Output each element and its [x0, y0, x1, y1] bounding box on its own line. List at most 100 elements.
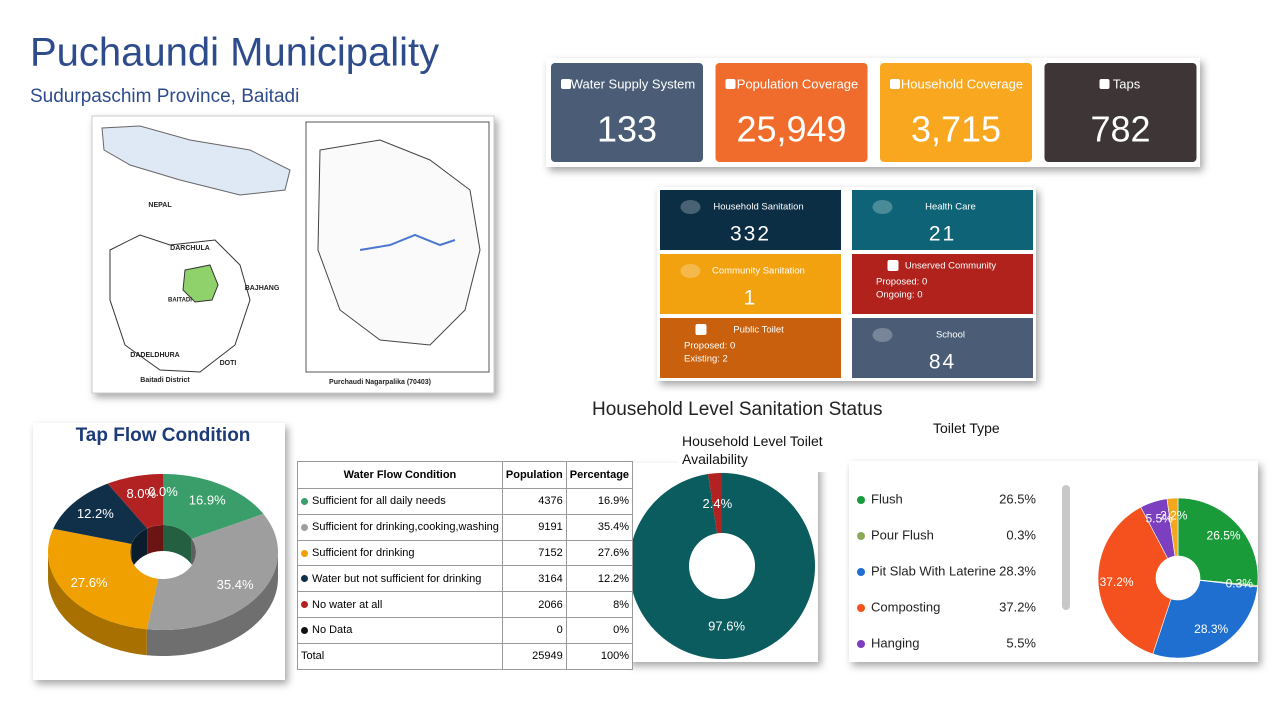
table-cell: 3164 — [501, 565, 567, 593]
scrollbar — [1062, 485, 1070, 610]
sanitation-label: Household Sanitation — [713, 202, 803, 213]
table-cell: Sufficient for all daily needs — [297, 488, 503, 515]
toilet-type-title: Toilet Type — [930, 418, 1003, 438]
pie-value-label: 5.5% — [1145, 512, 1173, 526]
table-header-cell: Percentage — [565, 461, 634, 489]
kpi-value: 133 — [597, 109, 657, 150]
table-cell-text: 27.6% — [597, 546, 630, 559]
table-cell-text: No water at all — [312, 598, 383, 611]
legend-label: Flush — [871, 491, 903, 506]
pie-value-label: 28.3% — [1194, 622, 1228, 636]
table-cell-text: Sufficient for drinking,cooking,washing — [312, 521, 499, 534]
pie-value-label: 16.9% — [189, 492, 226, 507]
table-bullet — [301, 549, 308, 557]
pie-value-label: 0.0% — [148, 484, 178, 499]
tap-title: Tap Flow Condition — [76, 425, 251, 446]
section-title: Household Level Sanitation Status — [592, 399, 882, 420]
sanitation-value: 332 — [730, 223, 771, 246]
kpi-card — [1044, 63, 1197, 162]
table-cell: 16.9% — [565, 488, 634, 515]
table-cell: 9191 — [501, 513, 567, 541]
table-header-cell: Water Flow Condition — [297, 461, 503, 489]
pie-value-label: 2.4% — [703, 496, 733, 511]
sanitation-icon — [887, 260, 899, 271]
sanitation-card — [852, 190, 1033, 250]
pie-value-label: 37.2% — [1100, 575, 1134, 589]
municipality-map — [317, 139, 481, 346]
pie-inner-wall — [163, 525, 192, 565]
pie-inner-wall — [131, 528, 148, 570]
table-row: Water but not sufficient for drinking 316… — [297, 565, 634, 593]
table-cell: Total — [297, 642, 503, 670]
kpi-value: 25,949 — [736, 109, 846, 150]
river — [359, 233, 456, 251]
sanitation-value: 21 — [929, 223, 956, 246]
legend-label: Pour Flush — [871, 527, 934, 542]
sanitation-icon — [680, 200, 701, 214]
map-label: BAITADI — [168, 298, 192, 304]
sanitation-line: Existing: 2 — [684, 354, 728, 365]
table-cell: 2066 — [501, 591, 567, 618]
flow-table: Water Flow Condition Population Percentage… — [297, 461, 634, 670]
kpi-card — [880, 63, 1032, 162]
sanitation-icon — [680, 264, 701, 278]
table-cell: 0% — [565, 616, 634, 644]
table-cell-text: Total — [301, 650, 325, 663]
table-cell-text: 0% — [613, 624, 630, 637]
table-header-cell: Population — [501, 461, 567, 489]
pie-slice — [629, 473, 815, 659]
table-cell: 0 — [501, 616, 567, 644]
legend-value: 0.3% — [1006, 527, 1036, 542]
legend-label: Hanging — [871, 635, 919, 650]
table-cell-text: 8% — [613, 598, 630, 611]
table-cell-text: 0 — [556, 624, 563, 637]
pie-slice — [53, 483, 148, 544]
pie-slice — [708, 473, 722, 534]
table-cell-text: Sufficient for drinking — [312, 546, 415, 559]
pie-value-label: 0.3% — [1226, 577, 1254, 591]
sanitation-card — [852, 318, 1033, 378]
sanitation-icon — [695, 324, 707, 335]
table-cell-text: No Data — [312, 624, 353, 637]
table-bullet — [301, 601, 308, 609]
sanitation-line: Ongoing: 0 — [876, 290, 922, 301]
map-label: DADELDHURA — [130, 352, 179, 359]
kpi-label: Water Supply System — [571, 76, 696, 91]
sanitation-card — [660, 318, 841, 378]
sanitation-line: Proposed: 0 — [876, 277, 927, 288]
pie-value-label: 35.4% — [217, 577, 254, 592]
table-bullet — [301, 523, 308, 531]
table-cell: Water but not sufficient for drinking — [297, 565, 503, 593]
sanitation-value: 84 — [929, 351, 956, 374]
sanitation-card — [852, 254, 1033, 314]
table-cell-text: 4376 — [538, 495, 563, 508]
map-label: Purchaudi Nagarpalika (70403) — [329, 379, 431, 386]
kpi-label: Population Coverage — [737, 76, 858, 91]
legend-dot — [857, 604, 865, 612]
sanitation-icon — [872, 200, 893, 214]
table-cell: 100% — [565, 642, 634, 670]
legend-label: Pit Slab With Laterine — [871, 563, 996, 578]
table-cell-text: 16.9% — [597, 495, 630, 508]
legend-value: 28.3% — [999, 563, 1036, 578]
table-cell-text: 25949 — [532, 650, 563, 663]
page-subtitle: Sudurpaschim Province, Baitadi — [30, 86, 299, 107]
pie-value-label: 2.2% — [1160, 509, 1188, 523]
map-label: BAJHANG — [245, 285, 280, 292]
sanitation-card — [660, 190, 841, 250]
sanitation-line: Proposed: 0 — [684, 341, 735, 352]
availability-title: Household Level Toilet Availability — [678, 430, 846, 472]
sanitation-value: 1 — [744, 287, 758, 310]
kpi-label: Household Coverage — [901, 76, 1023, 91]
table-cell-text: 35.4% — [597, 521, 630, 534]
table-cell-text: 7152 — [538, 546, 563, 559]
pie-value-label: 12.2% — [77, 506, 114, 521]
table-cell: 35.4% — [565, 513, 634, 541]
table-cell: 27.6% — [565, 539, 634, 567]
table-cell-text: 100% — [600, 650, 630, 663]
table-row: No water at all 2066 8% — [297, 591, 634, 618]
sanitation-label: School — [936, 330, 965, 341]
municipality-area — [182, 264, 219, 303]
table-cell-text: Water but not sufficient for drinking — [312, 572, 482, 585]
sanitation-icon — [872, 328, 893, 342]
